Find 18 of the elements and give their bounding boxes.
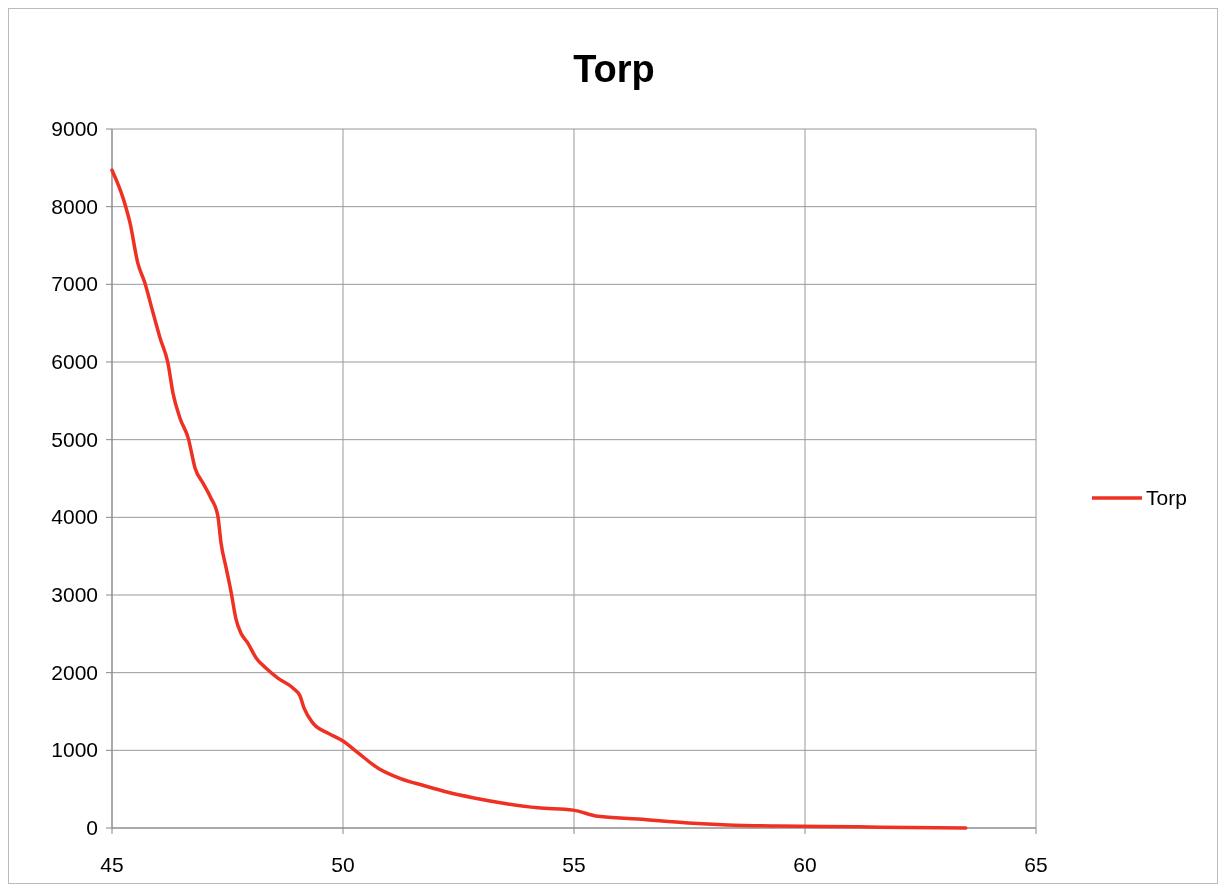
- y-tick-label: 2000: [51, 660, 98, 684]
- line-series: [110, 168, 968, 830]
- y-tick-label: 6000: [51, 350, 98, 373]
- y-tick-label: 4000: [51, 505, 98, 529]
- y-tick-label: 8000: [51, 194, 98, 218]
- x-tick-label: 45: [100, 853, 124, 876]
- y-tick-label: 0: [86, 816, 98, 839]
- chart-title: Torp: [573, 48, 655, 90]
- x-tick-label: 55: [562, 853, 586, 876]
- y-tick-label: 1000: [51, 738, 98, 762]
- x-tick-label: 60: [793, 853, 817, 876]
- x-tick-label: 50: [331, 853, 355, 876]
- y-tick-label: 7000: [51, 272, 98, 296]
- x-tick-label: 65: [1024, 853, 1048, 876]
- y-tick-label: 5000: [51, 427, 98, 451]
- y-tick-label: 9000: [51, 117, 98, 140]
- legend-label: Torp: [1146, 486, 1187, 509]
- y-tick-label: 3000: [51, 583, 98, 606]
